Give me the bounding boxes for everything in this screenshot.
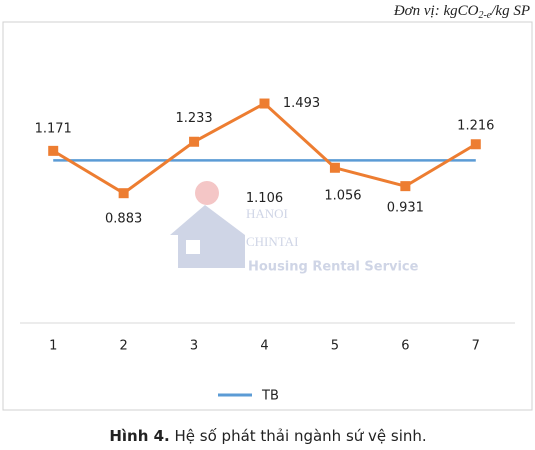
- watermark-window: [186, 240, 200, 254]
- watermark-text: HANOI: [246, 206, 288, 221]
- marker: [400, 181, 411, 192]
- caption-text: Hệ số phát thải ngành sứ vệ sinh.: [170, 427, 427, 445]
- marker: [259, 98, 270, 109]
- chart-border: [2, 21, 533, 411]
- x-tick-label: 6: [401, 339, 409, 354]
- data-label: 1.216: [457, 119, 494, 134]
- x-tick-label: 2: [120, 339, 128, 354]
- unit-suffix: /kg SP: [490, 3, 530, 19]
- marker: [470, 139, 481, 150]
- marker: [329, 162, 340, 173]
- unit-prefix: Đơn vị: kgCO: [393, 3, 479, 19]
- watermark-sun: [195, 181, 219, 205]
- x-tick-label: 7: [472, 339, 480, 354]
- marker: [48, 145, 59, 156]
- data-label: 1.493: [283, 96, 320, 111]
- data-label: 1.106: [246, 191, 283, 206]
- data-label: 0.883: [105, 212, 142, 227]
- caption-label: Hình 4.: [109, 427, 169, 445]
- x-tick-label: 3: [190, 339, 198, 354]
- marker: [118, 188, 129, 199]
- data-label: 0.931: [387, 201, 424, 216]
- watermark: HANOI CHINTAI Housing Rental Service: [170, 181, 419, 275]
- data-label: 1.233: [175, 111, 212, 126]
- watermark-tagline: Housing Rental Service: [248, 260, 419, 275]
- legend-label: TB: [261, 389, 279, 404]
- marker: [189, 136, 200, 147]
- data-label: 1.056: [324, 188, 361, 203]
- unit-sub: 2-e: [478, 10, 491, 21]
- caption: Hình 4. Hệ số phát thải ngành sứ vệ sinh…: [109, 427, 426, 445]
- x-tick-label: 1: [49, 339, 57, 354]
- x-tick-label: 5: [331, 339, 339, 354]
- x-tick-label: 4: [260, 339, 268, 354]
- unit-label: Đơn vị: kgCO2-e/kg SP: [393, 3, 530, 21]
- watermark-text: CHINTAI: [246, 234, 298, 249]
- data-label: 1.171: [35, 121, 72, 136]
